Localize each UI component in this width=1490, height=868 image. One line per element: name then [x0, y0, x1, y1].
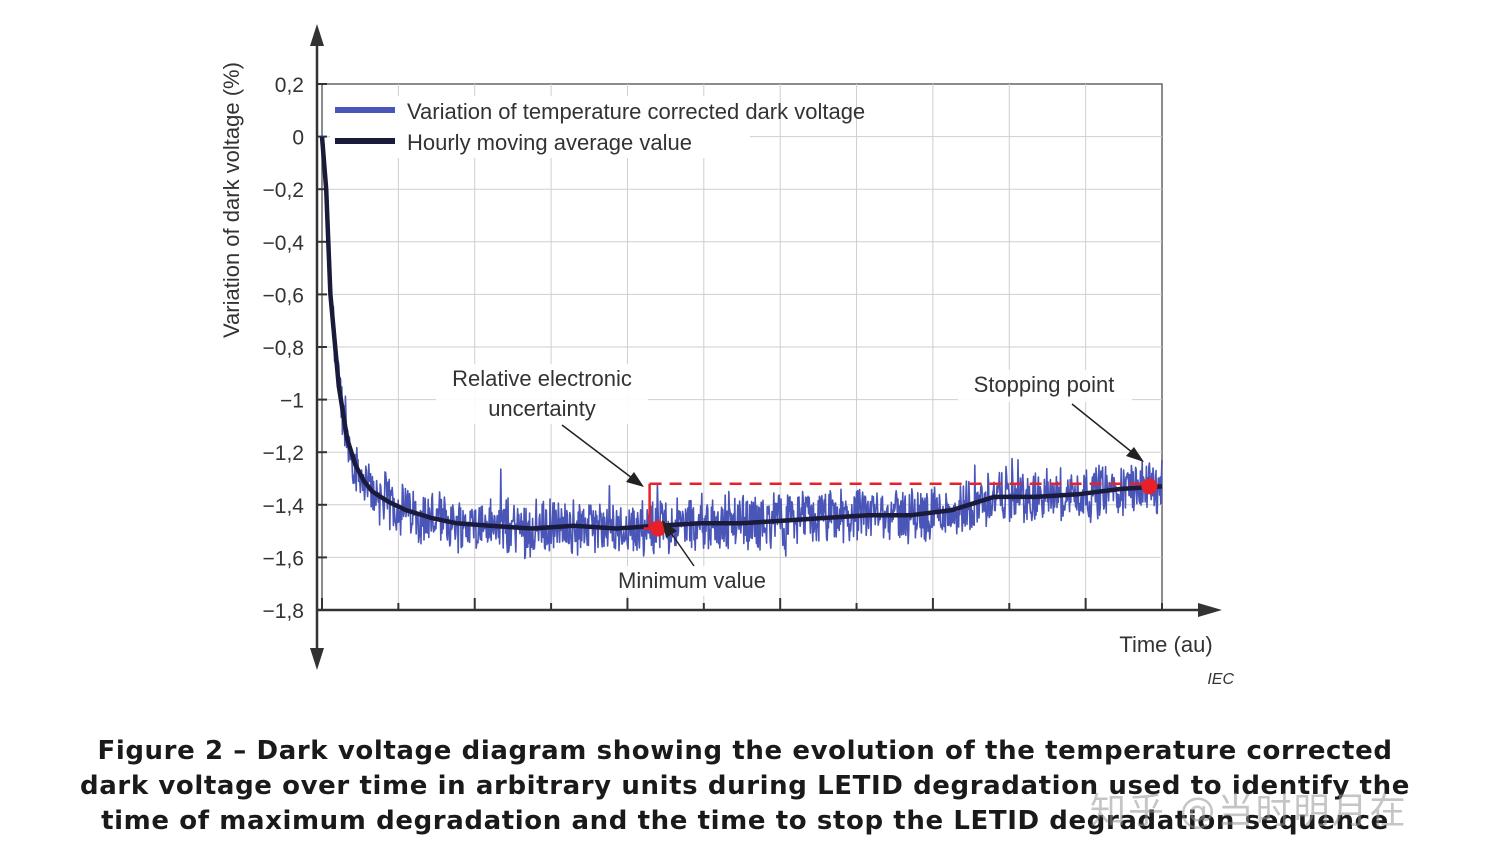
- legend-label-average: Hourly moving average value: [407, 130, 692, 155]
- y-tick-label: −0,8: [263, 337, 304, 360]
- annotation-stopping: Stopping point: [958, 370, 1144, 462]
- x-axis-title: Time (au): [1119, 632, 1212, 657]
- legend: Variation of temperature corrected dark …: [330, 96, 865, 158]
- y-tick-label: 0: [292, 127, 304, 150]
- annotation-bg: [606, 566, 778, 596]
- annotation-uncertainty-line1: Relative electronic: [452, 366, 632, 391]
- y-tick-label: −1,4: [263, 495, 305, 518]
- chart: 0,2 0 −0,2 −0,4 −0,6 −0,8 −1 −1,2 −1,4 −1,6 −1,8 V…: [219, 24, 1234, 688]
- annotation-minimum-text: Minimum value: [618, 568, 766, 593]
- annotation-stopping-text: Stopping point: [974, 372, 1115, 397]
- annotation-arrowhead: [662, 520, 677, 538]
- legend-background: [330, 96, 750, 158]
- annotation-pointer: [668, 529, 695, 567]
- y-tick-label: −1: [280, 390, 304, 413]
- y-tick-label: −0,4: [263, 232, 305, 255]
- caption-line: Figure 2 – Dark voltage diagram showing …: [97, 736, 1393, 766]
- y-axis-title: Variation of dark voltage (%): [219, 62, 244, 338]
- annotation-bg: [958, 370, 1132, 402]
- y-axis-arrow-up: [310, 24, 324, 46]
- y-axis-arrow-down: [310, 648, 324, 670]
- figure-caption: Figure 2 – Dark voltage diagram showing …: [40, 734, 1450, 839]
- annotation-arrowhead: [1126, 447, 1144, 462]
- legend-label-raw: Variation of temperature corrected dark …: [407, 99, 865, 124]
- stopping-point-marker: [1141, 478, 1158, 495]
- annotation-arrowhead: [626, 472, 644, 487]
- y-tick-label: −0,2: [263, 179, 304, 202]
- caption-line: dark voltage over time in arbitrary unit…: [80, 771, 1410, 801]
- caption-line: time of maximum degradation and the time…: [101, 806, 1389, 836]
- x-axis-arrow: [1198, 603, 1222, 617]
- series-average-line: [319, 136, 1163, 531]
- minimum-value-marker: [650, 520, 666, 537]
- y-tick-label: −1,2: [263, 442, 304, 465]
- annotation-minimum: Minimum value: [606, 520, 778, 596]
- y-ticks: 0,2 0 −0,2 −0,4 −0,6 −0,8 −1 −1,2 −1,4 −1,6 −1,8: [263, 74, 327, 623]
- annotation-pointer: [561, 424, 633, 479]
- watermark: 知乎 @当时明月在: [1090, 791, 1408, 832]
- y-tick-label: −1,6: [263, 547, 304, 570]
- source-label: IEC: [1207, 671, 1234, 688]
- y-tick-label: −1,8: [263, 600, 304, 623]
- annotation-bg: [436, 364, 648, 424]
- annotation-uncertainty: Relative electronic uncertainty: [436, 364, 648, 487]
- annotation-pointer: [1071, 403, 1134, 454]
- y-tick-label: 0,2: [275, 74, 304, 97]
- series-layer: [319, 134, 1163, 560]
- y-tick-label: −0,6: [263, 284, 304, 307]
- annotation-uncertainty-line2: uncertainty: [488, 396, 596, 421]
